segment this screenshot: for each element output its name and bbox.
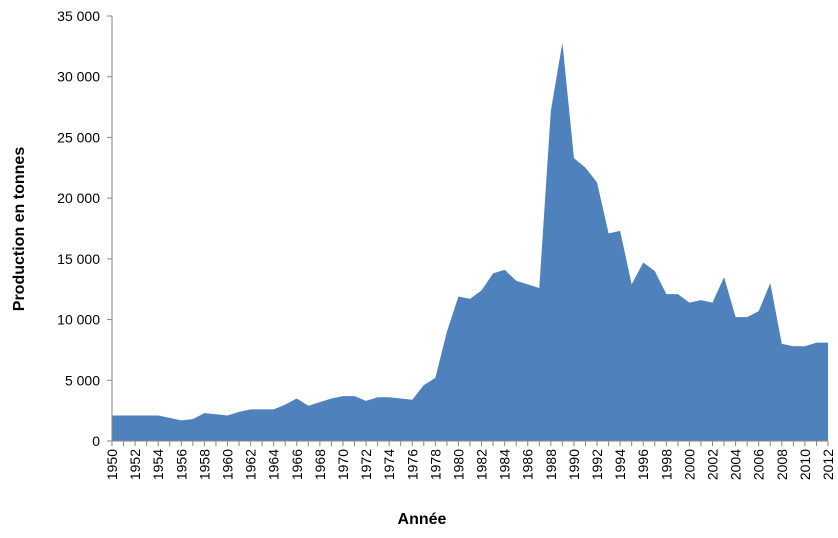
x-tick-label: 2006 [751,449,767,480]
y-tick-label: 0 [92,433,100,449]
x-tick-label: 1998 [658,449,674,480]
x-tick-label: 1978 [427,449,443,480]
y-tick-label: 10 000 [57,312,100,328]
y-tick-label: 15 000 [57,251,100,267]
y-tick-label: 5 000 [65,372,100,388]
x-tick-label: 1982 [474,449,490,480]
x-tick-label: 1994 [612,449,628,480]
x-tick-label: 1960 [219,449,235,480]
x-tick-label: 1984 [497,449,513,480]
x-tick-label: 1962 [243,449,259,480]
y-tick-label: 25 000 [57,129,100,145]
x-tick-label: 2000 [681,449,697,480]
x-axis-label: Année [398,511,447,528]
x-tick-label: 1972 [358,449,374,480]
y-axis-label: Production en tonnes [11,147,28,312]
x-tick-label: 1986 [520,449,536,480]
x-tick-label: 1966 [289,449,305,480]
x-tick-label: 1958 [196,449,212,480]
x-tick-label: 1954 [150,449,166,480]
x-tick-label: 1988 [543,449,559,480]
x-tick-label: 1968 [312,449,328,480]
x-tick-label: 1996 [635,449,651,480]
y-tick-label: 20 000 [57,190,100,206]
x-tick-label: 2002 [705,449,721,480]
x-tick-label: 1970 [335,449,351,480]
x-tick-label: 2010 [797,449,813,480]
x-tick-label: 1964 [266,449,282,480]
x-tick-label: 1980 [450,449,466,480]
x-tick-label: 1974 [381,449,397,480]
x-tick-label: 2008 [774,449,790,480]
x-tick-label: 1992 [589,449,605,480]
x-tick-label: 1950 [104,449,120,480]
x-tick-label: 2012 [820,449,836,480]
x-tick-label: 1976 [404,449,420,480]
area [112,42,828,441]
x-tick-label: 2004 [728,449,744,480]
x-tick-label: 1990 [566,449,582,480]
y-tick-label: 30 000 [57,69,100,85]
x-tick-label: 1956 [173,449,189,480]
y-tick-label: 35 000 [57,8,100,24]
x-tick-label: 1952 [127,449,143,480]
